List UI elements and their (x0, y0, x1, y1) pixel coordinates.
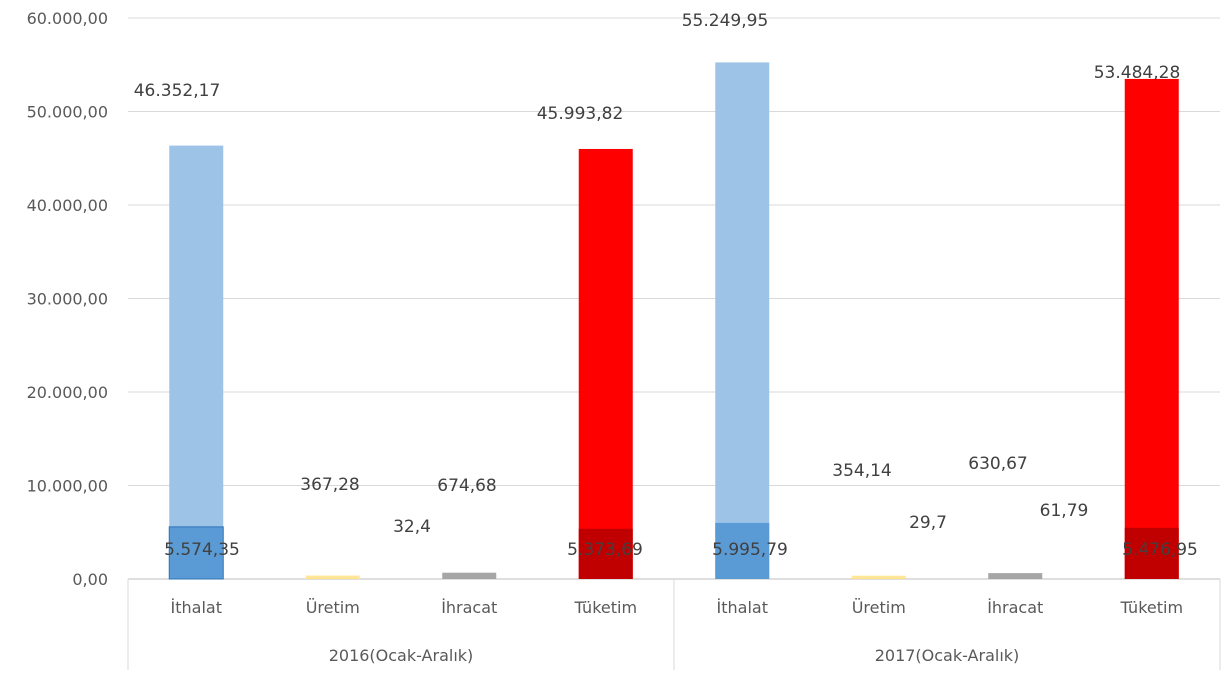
inner-value-label: 29,7 (909, 513, 947, 533)
total-value-label: 55.249,95 (682, 11, 769, 31)
inner-value-label: 5.373,69 (567, 540, 643, 560)
category-label: İhracat (987, 598, 1043, 617)
y-tick-label: 30.000,00 (27, 290, 108, 309)
x-axis: İthalat Üretim İhracat Tüketim 2016(Ocak-Ara… (127, 579, 1221, 670)
category-label: Üretim (306, 598, 360, 617)
y-tick-label: 40.000,00 (27, 196, 108, 215)
y-axis: 0,00 10.000,00 20.000,00 30.000,00 40.000,00… (27, 9, 108, 589)
y-tick-label: 0,00 (72, 570, 108, 589)
y-tick-label: 20.000,00 (27, 383, 108, 402)
category-label: Üretim (852, 598, 906, 617)
bar-inner (715, 522, 770, 579)
bar-total (578, 148, 633, 580)
gridlines (128, 17, 1220, 580)
total-value-label: 46.352,17 (134, 81, 221, 101)
inner-value-label: 5.574,35 (164, 540, 240, 560)
category-label: İthalat (171, 598, 222, 617)
y-tick-label: 50.000,00 (27, 103, 108, 122)
inner-value-label: 32,4 (393, 517, 431, 537)
total-value-label: 45.993,82 (537, 104, 624, 124)
total-value-label: 674,68 (437, 476, 496, 496)
total-value-label: 354,14 (832, 461, 891, 481)
category-label: Tüketim (573, 598, 637, 617)
group-label: 2017(Ocak-Aralık) (875, 646, 1020, 665)
bar-total (988, 573, 1043, 579)
category-label: İhracat (441, 598, 497, 617)
bar-total (305, 575, 360, 579)
total-value-label: 53.484,28 (1094, 63, 1181, 83)
inner-value-label: 5.476,95 (1122, 540, 1198, 560)
inner-value-label: 61,79 (1040, 501, 1089, 521)
bar-total (169, 145, 224, 579)
category-label: İthalat (717, 598, 768, 617)
category-label: Tüketim (1119, 598, 1183, 617)
total-value-label: 630,67 (968, 454, 1027, 474)
bar-total (715, 62, 770, 580)
bar-inner (1124, 527, 1179, 579)
bar-total (1124, 78, 1179, 579)
bar-inner (168, 526, 224, 580)
group-label: 2016(Ocak-Aralık) (329, 646, 474, 665)
bar-inner (988, 578, 1043, 579)
data-labels: 46.352,17 5.574,35 367,28 32,4 674,68 45.993,… (134, 11, 1198, 560)
y-tick-label: 60.000,00 (27, 9, 108, 28)
bars (168, 62, 1179, 580)
bar-total (442, 572, 497, 579)
total-value-label: 367,28 (300, 475, 359, 495)
inner-value-label: 5.995,79 (712, 540, 788, 560)
y-tick-label: 10.000,00 (27, 477, 108, 496)
bar-total (851, 575, 906, 579)
bar-inner (578, 528, 633, 579)
